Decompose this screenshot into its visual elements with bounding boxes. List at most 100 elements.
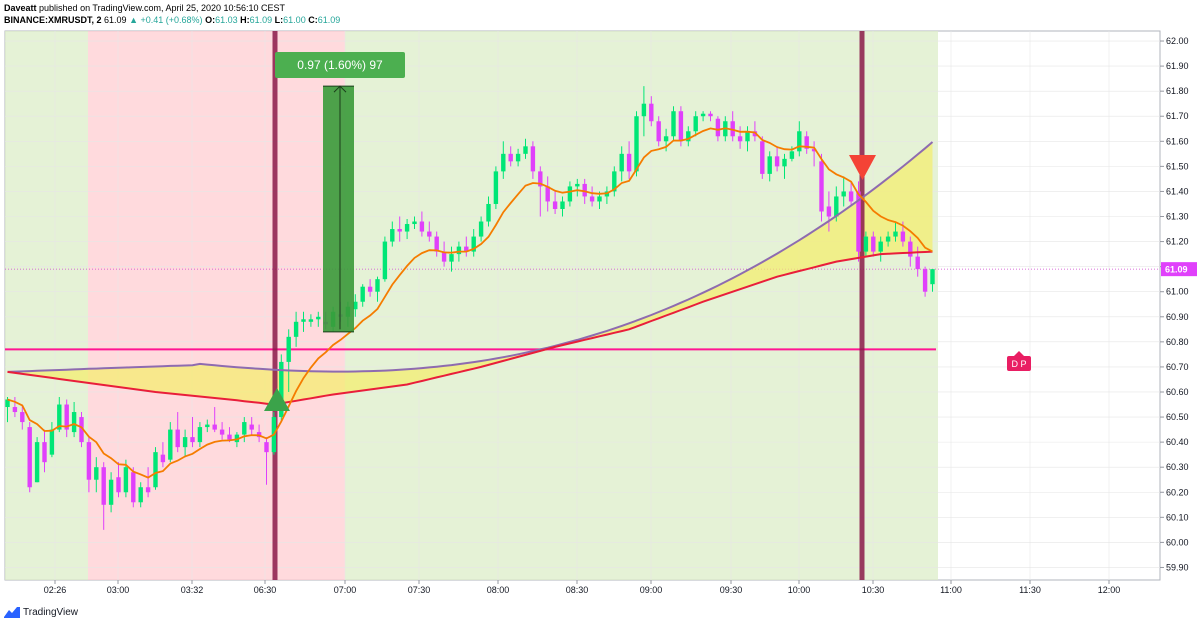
x-tick-label: 09:00 xyxy=(640,585,663,595)
y-tick-label: 62.00 xyxy=(1166,36,1189,46)
candle xyxy=(671,111,676,137)
buy-signal-icon xyxy=(264,388,290,411)
candle xyxy=(86,442,92,480)
candle xyxy=(552,201,558,209)
y-tick-label: 60.00 xyxy=(1166,537,1189,547)
candle xyxy=(360,286,365,302)
x-tick-label: 08:30 xyxy=(566,585,589,595)
y-tick-label: 60.60 xyxy=(1166,387,1189,397)
x-tick-label: 08:00 xyxy=(487,585,510,595)
open-label: O: xyxy=(205,15,216,25)
candle xyxy=(774,156,780,167)
candle xyxy=(123,467,129,493)
candle xyxy=(404,224,410,232)
candle xyxy=(486,203,491,222)
candle xyxy=(908,241,913,257)
candle xyxy=(145,487,151,493)
candle xyxy=(308,319,314,322)
last-price: 61.09 xyxy=(104,15,127,25)
candle xyxy=(863,236,869,252)
x-tick-label: 10:30 xyxy=(862,585,885,595)
candle xyxy=(848,191,854,202)
background-region-green xyxy=(345,31,938,580)
y-tick-label: 60.10 xyxy=(1166,512,1189,522)
y-tick-label: 60.40 xyxy=(1166,437,1189,447)
candle xyxy=(427,231,432,237)
candle xyxy=(575,183,580,187)
y-tick-label: 61.90 xyxy=(1166,61,1189,71)
candle xyxy=(212,424,217,430)
candle xyxy=(782,158,787,167)
published-text: published on TradingView.com, April 25, … xyxy=(39,3,286,13)
sell-signal-icon xyxy=(849,155,876,180)
candle xyxy=(101,467,106,505)
candle xyxy=(182,437,188,448)
y-tick-label: 61.60 xyxy=(1166,136,1189,146)
candle xyxy=(153,452,158,488)
candle xyxy=(434,236,439,252)
candle xyxy=(856,191,861,252)
candle xyxy=(567,186,573,202)
candle xyxy=(760,141,765,174)
candle xyxy=(27,427,32,488)
candle xyxy=(94,467,99,480)
y-tick-label: 60.50 xyxy=(1166,412,1189,422)
chart-header: Daveatt published on TradingView.com, Ap… xyxy=(4,2,340,26)
candle xyxy=(197,427,203,443)
y-tick-label: 61.40 xyxy=(1166,186,1189,196)
candle xyxy=(456,246,462,255)
ohlc-line: BINANCE:XMRUSDT, 2 61.09 ▲ +0.41 (+0.68%… xyxy=(4,14,340,26)
x-tick-label: 03:00 xyxy=(107,585,130,595)
candle xyxy=(922,269,928,292)
trade-label-text: 0.97 (1.60%) 97 xyxy=(297,58,383,72)
candle xyxy=(737,136,743,142)
y-tick-label: 60.30 xyxy=(1166,462,1189,472)
candle xyxy=(619,153,624,172)
last-price-tag-label: 61.09 xyxy=(1165,265,1188,275)
low-value: 61.00 xyxy=(283,15,306,25)
candle xyxy=(708,113,713,117)
y-tick-label: 60.80 xyxy=(1166,337,1189,347)
x-tick-label: 03:32 xyxy=(181,585,204,595)
candle xyxy=(175,429,180,448)
orange-ema-line xyxy=(7,127,933,479)
candle xyxy=(227,434,232,440)
candle xyxy=(797,131,802,152)
candle xyxy=(375,279,380,292)
candle xyxy=(71,412,77,433)
candle xyxy=(441,251,447,262)
background-region-red xyxy=(88,31,345,580)
y-tick-label: 60.90 xyxy=(1166,312,1189,322)
y-tick-label: 61.20 xyxy=(1166,237,1189,247)
trade-label-box xyxy=(275,52,405,78)
candle xyxy=(168,429,173,460)
candle xyxy=(560,201,565,209)
change-value: +0.41 (+0.68%) xyxy=(140,15,203,25)
candle xyxy=(242,422,247,435)
candle xyxy=(301,319,306,322)
candle xyxy=(597,196,602,202)
symbol-label: BINANCE:XMRUSDT, 2 xyxy=(4,15,102,25)
candle xyxy=(34,442,40,483)
candle xyxy=(634,116,639,172)
candle xyxy=(79,417,84,443)
x-tick-label: 02:26 xyxy=(44,585,67,595)
tradingview-logo[interactable]: TradingView xyxy=(4,607,78,618)
candle xyxy=(449,254,454,262)
candle xyxy=(116,477,121,493)
candle xyxy=(612,171,617,192)
candle xyxy=(656,121,661,142)
x-tick-label: 09:30 xyxy=(720,585,743,595)
candle xyxy=(42,442,47,463)
tradingview-brand: TradingView xyxy=(23,607,79,618)
dp-badge-label: D P xyxy=(1011,359,1026,369)
candle xyxy=(138,487,143,503)
publisher-name[interactable]: Daveatt xyxy=(4,3,37,13)
y-tick-label: 60.70 xyxy=(1166,362,1189,372)
close-label: C: xyxy=(308,15,318,25)
trade-range-box xyxy=(323,86,354,332)
candle xyxy=(589,196,595,202)
candle xyxy=(316,316,321,320)
candle xyxy=(871,236,876,252)
